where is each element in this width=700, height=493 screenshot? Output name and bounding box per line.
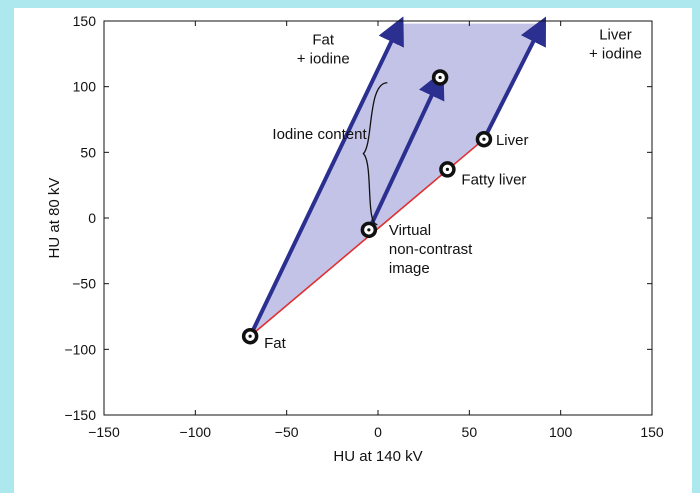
x-tick-label: 0 — [374, 424, 382, 440]
x-tick-label: 100 — [549, 424, 573, 440]
y-tick-label: 50 — [80, 144, 96, 160]
y-axis-label: HU at 80 kV — [46, 178, 63, 259]
x-axis-label: HU at 140 kV — [333, 448, 422, 465]
fat-label: Fat — [264, 335, 287, 352]
x-tick-label: −100 — [180, 424, 212, 440]
iodine-content-label: Iodine content — [272, 126, 367, 143]
x-tick-label: 150 — [640, 424, 664, 440]
iodine-content-arrow — [367, 70, 445, 231]
virtual-non-contrast-label: Virtual non-contrast image — [389, 222, 473, 277]
x-tick-label: −50 — [275, 424, 299, 440]
virtual-non-contrast-point-center — [367, 228, 371, 232]
fatty-liver-point-center — [445, 167, 450, 172]
fat-point-center — [248, 334, 252, 338]
y-tick-label: 150 — [73, 13, 97, 29]
fat-iodine-arrow — [248, 16, 404, 338]
x-tick-label: 50 — [462, 424, 478, 440]
y-tick-label: −50 — [72, 276, 96, 292]
contrast-enhanced-point-center — [438, 75, 442, 80]
y-tick-label: −100 — [64, 341, 96, 357]
dual-energy-scatter-chart: −150 −100 −50 0 50 100 150 −150 −100 −50 0 50 100 150… — [46, 13, 664, 465]
fat-iodine-label: Fat + iodine — [297, 32, 350, 68]
liver-iodine-arrow — [482, 16, 547, 141]
iodine-shaded-region — [250, 23, 543, 337]
iodine-content-brace — [362, 82, 388, 226]
x-tick-label: −150 — [88, 424, 120, 440]
y-tick-label: 100 — [73, 79, 97, 95]
liver-point-center — [482, 137, 486, 141]
liver-iodine-label: Liver + iodine — [589, 26, 642, 62]
y-tick-label: −150 — [64, 407, 96, 423]
fatty-liver-label: Fatty liver — [461, 171, 526, 188]
figure-panel: −150 −100 −50 0 50 100 150 −150 −100 −50 0 50 100 150… — [14, 8, 692, 493]
y-tick-label: 0 — [88, 210, 96, 226]
liver-label: Liver — [496, 132, 529, 149]
